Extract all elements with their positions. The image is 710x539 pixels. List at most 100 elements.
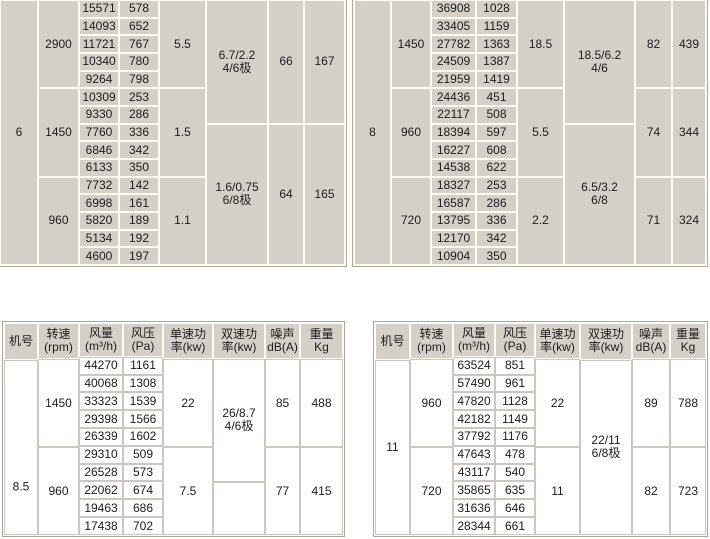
header-air-volume-cell: 风量 (m³/h) <box>79 323 123 357</box>
header-noise-cell: 噪声 dB(A) <box>265 323 300 360</box>
single-power-cell: 1.1 <box>159 176 206 265</box>
air-volume-cell: 9330 <box>79 106 119 124</box>
pressure-cell: 622 <box>476 159 517 177</box>
air-volume-cell: 6998 <box>79 194 119 213</box>
air-volume-cell: 31636 <box>453 499 495 518</box>
noise-cell: 82 <box>632 447 670 535</box>
header-weight-cell: 重量 Kg <box>300 323 343 360</box>
pressure-cell: 508 <box>476 106 517 124</box>
bottom-left-col-noise: 噪声 dB(A) 85 77 <box>265 323 300 535</box>
noise-cell: 85 <box>265 359 300 448</box>
top-right-col-dual-power: 18.5/6.2 4/6 6.5/3.2 6/8 <box>564 0 635 265</box>
bottom-right-col-air-volume: 风量 (m³/h) 63524 57490 47820 42182 37792 47643 43… <box>453 323 495 535</box>
top-right-col-weight: 439 344 324 <box>672 0 706 265</box>
pressure-cell: 189 <box>119 212 159 230</box>
air-volume-cell: 47820 <box>453 392 495 411</box>
air-volume-cell: 19463 <box>79 499 123 518</box>
pressure-cell: 646 <box>495 499 535 518</box>
pressure-cell: 1566 <box>123 410 163 428</box>
pressure-cell: 1387 <box>476 53 517 71</box>
noise-cell: 66 <box>268 0 304 124</box>
air-volume-cell: 27782 <box>431 35 476 54</box>
noise-cell: 71 <box>635 176 672 265</box>
air-volume-cell: 24436 <box>431 88 476 107</box>
bottom-right-col-machine-no: 机号 11 <box>375 323 410 535</box>
pressure-cell: 798 <box>119 70 159 89</box>
header-machine-no-cell: 机号 <box>375 323 410 360</box>
single-power-cell: 22 <box>163 359 213 448</box>
top-right-col-noise: 82 74 71 <box>635 0 672 265</box>
pressure-cell: 1419 <box>476 70 517 89</box>
noise-cell: 64 <box>268 123 304 265</box>
pressure-cell: 767 <box>119 35 159 54</box>
bottom-left-col-weight: 重量 Kg 488 415 <box>300 323 343 535</box>
pressure-cell: 652 <box>119 17 159 36</box>
pressure-cell: 197 <box>119 247 159 266</box>
pressure-cell: 192 <box>119 229 159 248</box>
pressure-cell: 702 <box>123 517 163 535</box>
speed-rpm-cell: 2900 <box>38 0 79 89</box>
air-volume-cell: 11721 <box>79 35 119 54</box>
pressure-cell: 540 <box>495 463 535 482</box>
single-power-cell: 22 <box>535 359 580 448</box>
air-volume-cell: 10309 <box>79 88 119 107</box>
air-volume-cell: 7760 <box>79 123 119 142</box>
air-volume-cell: 57490 <box>453 374 495 393</box>
machine-no-cell: 8 <box>354 0 391 265</box>
air-volume-cell: 29398 <box>79 410 123 428</box>
pressure-cell: 1159 <box>476 17 517 36</box>
pressure-cell: 336 <box>476 212 517 230</box>
air-volume-cell: 29310 <box>79 445 123 464</box>
pressure-cell: 661 <box>495 517 535 535</box>
noise-cell: 77 <box>265 447 300 535</box>
air-volume-cell: 17438 <box>79 517 123 535</box>
top-left-col-machine-no: 6 <box>0 0 38 265</box>
bottom-right-col-weight: 重量 Kg 788 723 <box>670 323 706 535</box>
header-weight-cell: 重量 Kg <box>670 323 706 360</box>
header-pressure-cell: 风压 (Pa) <box>123 323 163 357</box>
speed-rpm-cell: 1450 <box>38 359 79 448</box>
pressure-cell: 253 <box>119 88 159 107</box>
weight-cell: 167 <box>304 0 345 124</box>
air-volume-cell: 21959 <box>431 70 476 89</box>
top-right-col-pressure: 1028 1159 1363 1387 1419 451 508 597 608 622 253 28… <box>476 0 517 266</box>
pressure-cell: 509 <box>123 445 163 464</box>
air-volume-cell: 47643 <box>453 445 495 464</box>
machine-no-cell: 8.5 <box>4 359 38 535</box>
speed-rpm-cell: 1450 <box>391 0 431 89</box>
weight-cell: 788 <box>670 359 706 448</box>
single-power-cell: 5.5 <box>159 0 206 89</box>
pressure-cell: 350 <box>119 159 159 177</box>
air-volume-cell: 14093 <box>79 17 119 36</box>
air-volume-cell: 26339 <box>79 427 123 446</box>
single-power-cell: 7.5 <box>163 447 213 535</box>
pressure-cell: 1602 <box>123 427 163 446</box>
top-left-col-speed-rpm: 2900 1450 960 <box>38 0 79 265</box>
pressure-cell: 674 <box>123 481 163 500</box>
fan-spec-table-size-8-5: 机号 8.5 转速 (rpm) 1450 960 风量 (m³/h) 44270 40068 333… <box>2 321 345 537</box>
air-volume-cell: 22062 <box>79 481 123 500</box>
pressure-cell: 342 <box>119 141 159 160</box>
pressure-cell: 635 <box>495 481 535 500</box>
speed-rpm-cell: 720 <box>410 447 453 535</box>
weight-cell: 439 <box>672 0 706 89</box>
bottom-right-col-dual-power: 双速功 率(kw) 22/11 6/8极 <box>580 323 632 535</box>
air-volume-cell: 33323 <box>79 392 123 411</box>
pressure-cell: 1149 <box>495 410 535 428</box>
bottom-left-col-single-power: 单速功 率(kw) 22 7.5 <box>163 323 213 535</box>
speed-rpm-cell: 720 <box>391 176 431 265</box>
header-machine-no-cell: 机号 <box>4 323 38 360</box>
header-speed-rpm-cell: 转速 (rpm) <box>410 323 453 360</box>
bottom-right-col-speed-rpm: 转速 (rpm) 960 720 <box>410 323 453 535</box>
pressure-cell: 286 <box>476 194 517 213</box>
bottom-right-col-noise: 噪声 dB(A) 89 82 <box>632 323 670 535</box>
pressure-cell: 608 <box>476 141 517 160</box>
top-right-col-air-volume: 36908 33405 27782 24509 21959 24436 22117 18394… <box>431 0 476 266</box>
pressure-cell: 478 <box>495 445 535 464</box>
air-volume-cell: 15571 <box>79 0 119 18</box>
header-speed-rpm-cell: 转速 (rpm) <box>38 323 79 360</box>
pressure-cell: 161 <box>119 194 159 213</box>
air-volume-cell: 4600 <box>79 247 119 266</box>
single-power-cell: 18.5 <box>517 0 564 89</box>
bottom-left-col-machine-no: 机号 8.5 <box>4 323 38 535</box>
